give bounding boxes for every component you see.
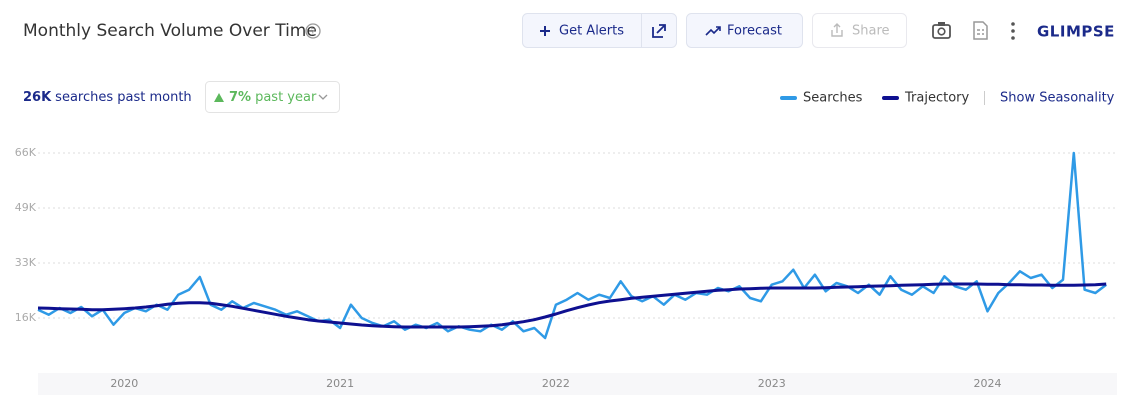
legend-label: Trajectory (904, 91, 969, 106)
volume-label: searches past month (55, 90, 192, 105)
volume-stat: 26K searches past month (23, 90, 192, 105)
y-tick-label: 33K (15, 256, 37, 269)
forecast-button[interactable]: Forecast (686, 13, 803, 48)
show-seasonality-link[interactable]: Show Seasonality (1000, 91, 1115, 106)
chart: 16K 33K 49K 66K 2020 2021 2022 2023 2024 (15, 146, 1117, 390)
y-tick-label: 66K (15, 146, 37, 159)
help-icon[interactable]: ? (305, 23, 321, 39)
button-label: Get Alerts (559, 24, 624, 39)
volume: 26K (23, 90, 52, 105)
x-tick-label: 2023 (758, 377, 786, 390)
x-tick-label: 2020 (110, 377, 138, 390)
growth: 7% (229, 90, 251, 105)
legend-label: Searches (803, 91, 863, 106)
y-tick-label: 16K (15, 311, 37, 324)
series-line (37, 282, 1107, 329)
more-icon[interactable] (1011, 22, 1015, 40)
svg-text:?: ? (310, 27, 315, 38)
x-tick-label: 2022 (542, 377, 570, 390)
series-line (37, 151, 1107, 340)
camera-icon[interactable] (932, 22, 951, 39)
report-icon[interactable] (973, 21, 988, 40)
x-tick-label: 2024 (974, 377, 1002, 390)
share-button[interactable]: Share (812, 13, 907, 48)
growth-label: past year (255, 90, 317, 105)
legend: Searches Trajectory (780, 91, 969, 106)
growth-chip[interactable]: 7% past year (205, 81, 340, 113)
button-label: Forecast (727, 24, 782, 39)
x-tick-label: 2021 (326, 377, 354, 390)
growth-stat: 7% past year (229, 90, 317, 105)
y-tick-label: 49K (15, 201, 37, 214)
x-axis-band (38, 373, 1117, 395)
title: Monthly Search Volume Over Time (23, 21, 317, 41)
button-label: Share (852, 24, 890, 39)
logo: GLIMPSE (1037, 23, 1115, 41)
get-alerts-button[interactable]: Get Alerts (522, 13, 677, 48)
